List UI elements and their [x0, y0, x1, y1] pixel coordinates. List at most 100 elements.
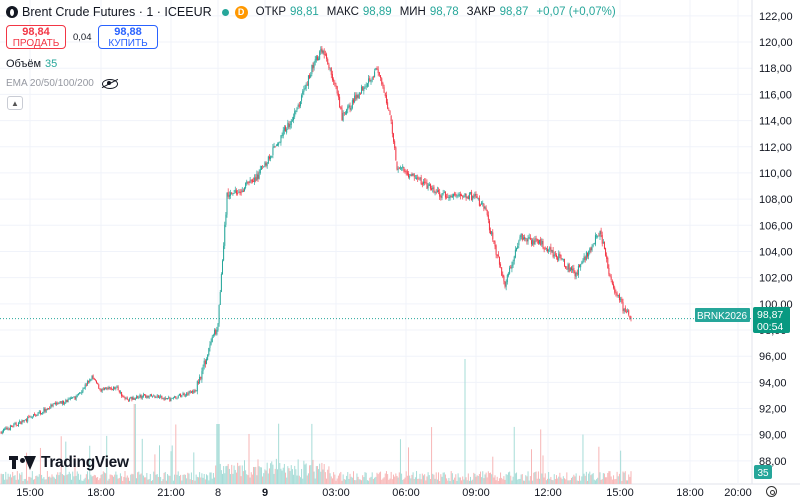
volume-bar: [453, 479, 454, 484]
volume-bar: [168, 475, 170, 484]
volume-bar: [504, 479, 506, 484]
volume-bar: [627, 480, 629, 484]
candle-body: [172, 397, 174, 399]
candle-body: [486, 210, 488, 215]
candle-body: [238, 191, 240, 193]
volume-bar: [141, 438, 143, 484]
candle-body: [544, 248, 546, 250]
volume-bar: [439, 480, 441, 484]
volume-bar: [217, 424, 219, 484]
volume-bar: [65, 441, 67, 484]
candle-body: [159, 396, 160, 398]
candle-body: [483, 203, 485, 209]
volume-bar: [610, 476, 612, 484]
candle-body: [310, 74, 312, 78]
buy-button[interactable]: 98,88 КУПИТЬ: [98, 25, 158, 49]
candle-body: [350, 107, 352, 111]
candle-body: [35, 414, 37, 416]
volume-bar: [321, 462, 323, 484]
y-tick-label: 118,00: [759, 63, 792, 75]
volume-bar: [349, 473, 351, 484]
volume-bar: [380, 471, 382, 484]
volume-bar: [234, 469, 236, 484]
candle-body: [581, 262, 583, 265]
candle-body: [592, 244, 594, 246]
ema-legend[interactable]: EMA 20/50/100/200: [6, 78, 118, 89]
volume-bar: [211, 478, 213, 484]
candle-body: [50, 404, 52, 408]
candle-body: [84, 384, 86, 389]
candle-body: [299, 101, 301, 107]
market-status-icon: [221, 8, 229, 16]
candle-body: [334, 82, 336, 85]
volume-bar: [36, 475, 38, 484]
volume-bar: [384, 473, 386, 484]
candle-body: [583, 256, 585, 261]
symbol-title[interactable]: Brent Crude Futures · 1 · ICEEUR: [22, 5, 212, 19]
candle-body: [480, 204, 481, 206]
candle-body: [69, 398, 71, 400]
volume-bar: [298, 475, 300, 484]
candle-body: [54, 403, 56, 404]
volume-bar: [331, 478, 333, 484]
volume-legend[interactable]: Объём 35: [6, 58, 57, 70]
candle-body: [74, 396, 76, 400]
settings-gear-icon[interactable]: [766, 486, 777, 497]
ema-label: EMA 20/50/100/200: [6, 78, 94, 89]
candle-body: [14, 423, 16, 425]
candle-body: [384, 93, 386, 97]
candle-body: [398, 167, 400, 169]
volume-bar: [32, 479, 34, 484]
candle-body: [443, 192, 445, 194]
candle-body: [537, 240, 539, 244]
volume-bar: [521, 474, 523, 484]
volume-bar: [599, 472, 601, 484]
sell-button[interactable]: 98,84 ПРОДАТЬ: [6, 25, 66, 49]
volume-bar: [11, 477, 13, 484]
candle-body: [93, 378, 95, 380]
ticker-tag-text: BRNK2026: [697, 311, 747, 322]
collapse-legend-button[interactable]: ▲: [7, 96, 23, 110]
last-price-value: 98,87: [757, 309, 783, 321]
delayed-data-badge[interactable]: D: [234, 5, 248, 19]
volume-bar: [266, 462, 268, 484]
candle-body: [340, 106, 342, 109]
candle-body: [20, 421, 22, 425]
candle-body: [358, 92, 360, 99]
candle-body: [324, 54, 326, 56]
candle-body: [274, 146, 276, 148]
candle-body: [242, 190, 244, 193]
volume-bar: [543, 477, 545, 484]
volume-bar: [14, 475, 16, 484]
candle-body: [178, 393, 180, 396]
candle-body: [79, 392, 81, 394]
candle-body: [222, 260, 223, 275]
volume-bar: [440, 474, 442, 484]
volume-bar: [251, 474, 253, 484]
volume-bar: [350, 476, 352, 484]
candle-body: [283, 127, 285, 131]
volume-bar: [140, 473, 142, 484]
volume-bar: [258, 466, 260, 484]
candle-body: [417, 177, 419, 179]
candle-body: [219, 292, 221, 306]
candle-body: [572, 268, 574, 271]
volume-bar: [34, 479, 36, 484]
volume-bar: [615, 478, 617, 484]
volume-bar: [259, 467, 261, 484]
volume-bar: [401, 473, 403, 484]
volume-bar: [315, 466, 317, 484]
candle-body: [168, 397, 170, 399]
hidden-eye-icon[interactable]: [101, 78, 118, 89]
candle-body: [150, 394, 152, 397]
volume-bar: [301, 468, 303, 484]
candle-body: [535, 238, 537, 239]
volume-bar: [602, 473, 604, 484]
candle-body: [293, 116, 295, 121]
volume-bar: [233, 465, 235, 484]
volume-bar: [155, 474, 157, 484]
volume-bar: [91, 476, 93, 484]
volume-bar: [187, 472, 189, 484]
volume-bar: [537, 471, 539, 484]
